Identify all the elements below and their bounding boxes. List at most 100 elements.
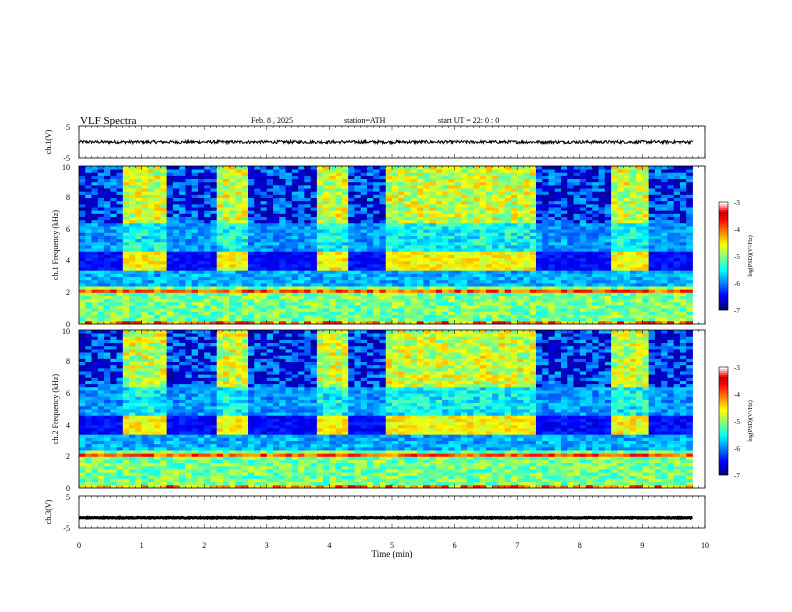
spectrogram-cell [141,175,149,180]
spectrogram-cell [592,213,599,217]
spectrogram-cell [435,276,443,281]
spectrogram-cell [542,260,549,265]
spectrogram-cell [648,301,656,306]
spectrogram-cell [273,260,280,265]
spectrogram-cell [586,257,593,262]
spectrogram-cell [254,251,261,255]
spectrogram-cell [79,166,86,170]
spectrogram-cell [335,235,343,240]
spectrogram-cell [179,222,186,227]
spectrogram-cell [467,276,474,281]
spectrogram-cell [366,251,374,255]
spectrogram-cell [135,254,142,259]
spectrogram-cell [498,238,506,243]
spectrogram-cell [197,260,205,265]
spectrogram-cell [642,197,650,202]
spectrogram-cell [485,292,493,296]
spectrogram-cell [485,267,493,271]
spectrogram-cell [335,245,343,249]
spectrogram-cell [273,311,280,315]
spectrogram-cell [323,311,330,315]
spectrogram-cell [554,207,562,211]
spectrogram-cell [291,235,299,240]
spectrogram-cell [279,260,286,265]
spectrogram-cell [611,308,618,312]
spectrogram-cell [366,305,374,309]
spectrogram-cell [504,301,512,306]
spectrogram-cell [316,270,324,274]
spectrogram-cell [404,260,412,265]
spectrogram-cell [535,298,543,303]
spectrogram-cell [661,260,668,265]
spectrogram-cell [523,203,531,208]
spectrogram-cell [185,238,193,243]
spectrogram-cell [235,248,243,252]
spectrogram-cell [141,191,149,195]
spectrogram-cell [222,194,230,198]
spectrogram-cell [429,200,437,205]
spectrogram-cell [135,241,142,246]
spectrogram-cell [667,219,675,224]
spectrogram-cell [185,191,193,195]
spectrogram-cell [316,317,324,322]
spectrogram-cell [454,166,462,170]
spectrogram-cell [273,175,280,180]
spectrogram-cell [567,188,574,192]
spectrogram-cell [636,216,643,221]
spectrogram-cell [160,320,168,325]
spectrogram-cell [154,279,161,284]
spectrogram-cell [517,311,524,315]
spectrogram-cell [141,207,149,211]
spectrogram-cell [423,320,430,325]
spectrogram-cell [611,270,618,274]
spectrogram-cell [129,286,136,290]
spectrogram-cell [172,166,180,170]
spectrogram-cell [179,270,186,274]
spectrogram-cell [535,216,543,221]
spectrogram-cell [529,203,537,208]
spectrogram-cell [197,219,205,224]
spectrogram-cell [91,273,99,277]
spectrogram-cell [654,226,662,230]
spectrogram-cell [479,305,487,309]
spectrogram-cell [379,311,387,315]
spectrogram-cell [85,213,92,217]
spectrogram-cell [373,181,380,186]
spectrogram-cell [598,203,606,208]
spectrogram-cell [542,166,549,170]
spectrogram-cell [135,200,142,205]
spectrogram-cell [404,181,412,186]
spectrogram-cell [423,276,430,281]
spectrogram-cell [379,238,387,243]
spectrogram-cell [266,279,274,284]
spectrogram-cell [222,175,230,180]
spectrogram-cell [473,232,481,236]
spectrogram-cell [392,175,399,180]
spectrogram-cell [91,248,99,252]
spectrogram-cell [398,229,405,233]
spectrogram-cell [392,298,399,303]
spectrogram-cell [498,229,506,233]
spectrogram-cell [542,191,549,195]
spectrogram-cell [429,232,437,236]
spectrogram-cell [573,317,581,322]
spectrogram-cell [241,263,249,268]
spectrogram-cell [535,273,543,277]
spectrogram-cell [629,216,637,221]
spectrogram-cell [354,260,362,265]
spectrogram-cell [248,308,255,312]
spectrogram-cell [423,251,430,255]
spectrogram-cell [122,184,130,189]
spectrogram-cell [323,251,330,255]
spectrogram-cell [604,172,612,176]
spectrogram-cell [235,282,243,287]
spectrogram-cell [323,286,330,290]
spectrogram-cell [273,286,280,290]
spectrogram-cell [592,282,599,287]
spectrogram-cell [404,245,412,249]
spectrogram-cell [248,254,255,259]
spectrogram-cell [510,184,518,189]
spectrogram-cell [454,257,462,262]
spectrogram-cell [429,175,437,180]
spectrogram-cell [617,270,625,274]
